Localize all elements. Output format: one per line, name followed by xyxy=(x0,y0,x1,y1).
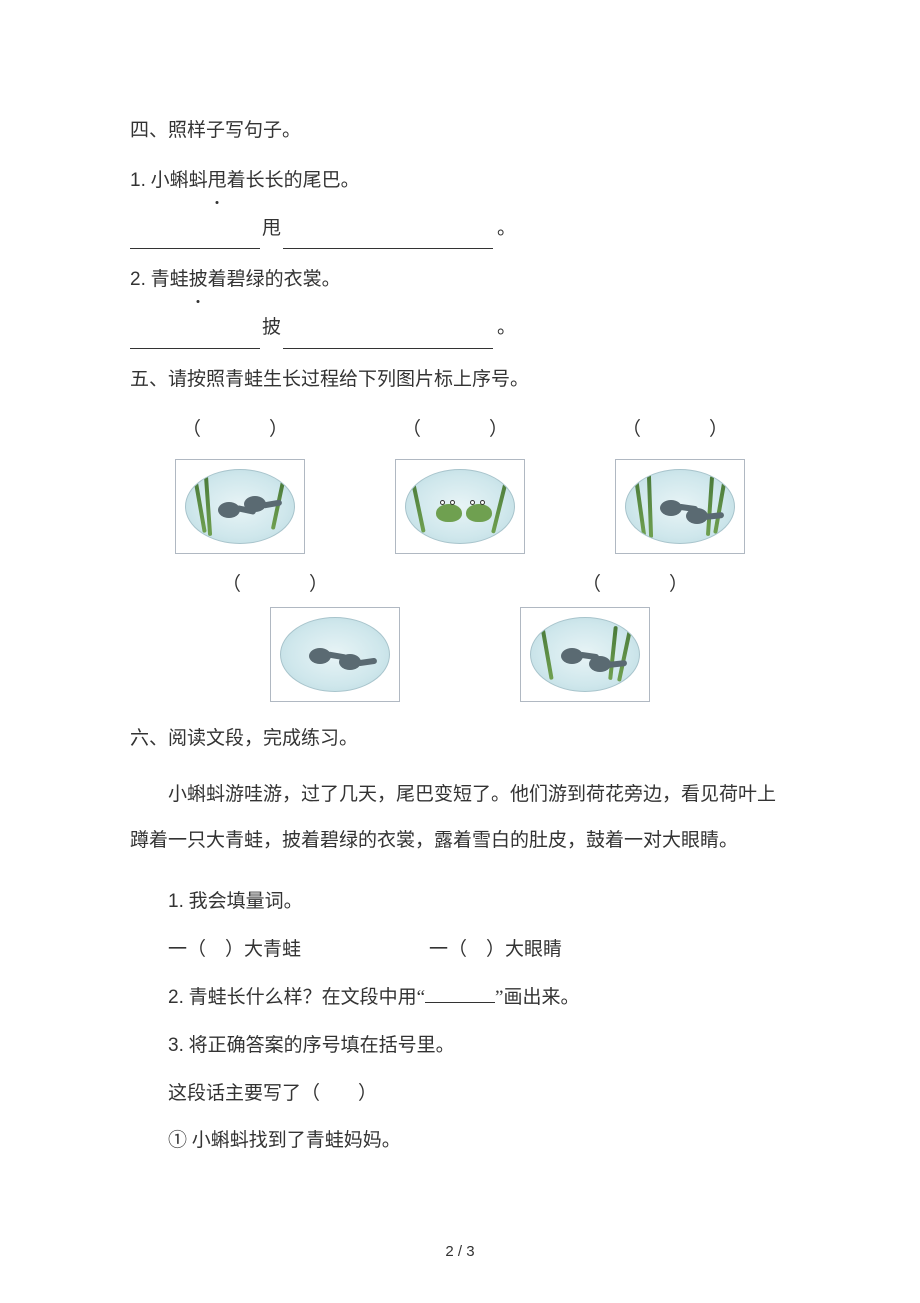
s6-q1-item-2-noun: 大眼睛 xyxy=(505,939,562,960)
s6-q1-item-2[interactable]: 一（ ）大眼睛 xyxy=(391,929,562,971)
section-6-heading: 六、阅读文段，完成练习。 xyxy=(130,718,790,760)
s6-q1-item-1-prefix: 一（ ） xyxy=(168,939,244,960)
s6-q3-option-1: ① 小蝌蚪找到了青蛙妈妈。 xyxy=(130,1120,790,1162)
s4-item-1: 1. 小蝌蚪甩着长长的尾巴。 xyxy=(130,160,790,202)
s6-q2: 2. 青蛙长什么样？在文段中用“ ”画出来。 xyxy=(130,977,790,1019)
lifecycle-image-3 xyxy=(615,459,745,554)
s5-paren-2[interactable]: （ ） xyxy=(390,409,530,451)
s5-paren-1[interactable]: （ ） xyxy=(170,409,310,451)
period-1: 。 xyxy=(497,208,516,250)
s4-item-2-after: 着碧绿的衣裳。 xyxy=(208,269,341,290)
s4-fill-1: 甩 。 xyxy=(130,208,790,250)
s4-fill-1-char: 甩 xyxy=(260,208,283,250)
page-number: 2 / 3 xyxy=(0,1235,920,1268)
s5-images-row-1 xyxy=(130,459,790,554)
s4-item-2-verb: 披 xyxy=(189,259,208,301)
s6-q1-num: 1. xyxy=(168,891,184,912)
s6-q2-after: ”画出来。 xyxy=(495,987,579,1008)
lifecycle-image-5 xyxy=(520,607,650,702)
tadpole-front-legs-icon xyxy=(530,617,640,692)
s4-fill-2: 披 。 xyxy=(130,307,790,349)
s5-paren-row-1: （ ） （ ） （ ） xyxy=(130,409,790,451)
s4-item-2-verb-text: 披 xyxy=(189,269,208,290)
s4-item-2: 2. 青蛙披着碧绿的衣裳。 xyxy=(130,259,790,301)
s5-paren-3[interactable]: （ ） xyxy=(610,409,750,451)
tadpole-no-legs-icon xyxy=(280,617,390,692)
s4-item-2-num: 2. xyxy=(130,269,146,290)
s5-paren-4[interactable]: （ ） xyxy=(210,564,350,606)
period-2: 。 xyxy=(497,307,516,349)
frogs-icon xyxy=(405,469,515,544)
s4-fill-2-char: 披 xyxy=(260,307,283,349)
s6-q1-text: 我会填量词。 xyxy=(189,891,303,912)
s5-paren-5[interactable]: （ ） xyxy=(570,564,710,606)
tadpole-hind-legs-icon xyxy=(625,469,735,544)
blank-before-1[interactable] xyxy=(130,227,260,250)
emphasis-dot-icon xyxy=(216,201,219,204)
section-5-heading: 五、请按照青蛙生长过程给下列图片标上序号。 xyxy=(130,359,790,401)
s6-q1-item-1-noun: 大青蛙 xyxy=(244,939,301,960)
emphasis-dot-icon xyxy=(197,300,200,303)
tadpole-with-legs-icon xyxy=(185,469,295,544)
s6-q2-num: 2. xyxy=(168,987,184,1008)
s6-q3-num: 3. xyxy=(168,1035,184,1056)
lifecycle-image-4 xyxy=(270,607,400,702)
s4-item-1-verb-text: 甩 xyxy=(208,170,227,191)
s6-q1-item-2-prefix: 一（ ） xyxy=(429,939,505,960)
blank-after-2[interactable] xyxy=(283,326,493,349)
s6-q1-item-1[interactable]: 一（ ）大青蛙 xyxy=(130,929,301,971)
s4-item-1-after: 着长长的尾巴。 xyxy=(227,170,360,191)
s4-item-2-before: 青蛙 xyxy=(151,269,189,290)
blank-before-2[interactable] xyxy=(130,326,260,349)
lifecycle-image-1 xyxy=(175,459,305,554)
s6-q3-text: 将正确答案的序号填在括号里。 xyxy=(189,1035,455,1056)
lifecycle-image-2 xyxy=(395,459,525,554)
section-4-heading: 四、照样子写句子。 xyxy=(130,110,790,152)
s4-item-1-before: 小蝌蚪 xyxy=(151,170,208,191)
s6-q3-opt1-text: 小蝌蚪找到了青蛙妈妈。 xyxy=(192,1130,401,1151)
s6-q3-opt1-marker: ① xyxy=(168,1130,187,1151)
s6-q3: 3. 将正确答案的序号填在括号里。 xyxy=(130,1025,790,1067)
s6-q3-prompt[interactable]: 这段话主要写了（ ） xyxy=(130,1073,790,1115)
s5-paren-row-2: （ ） （ ） xyxy=(130,564,790,606)
s6-q1-row: 一（ ）大青蛙 一（ ）大眼睛 xyxy=(130,929,790,971)
blank-after-1[interactable] xyxy=(283,227,493,250)
s4-item-1-num: 1. xyxy=(130,170,146,191)
s6-passage: 小蝌蚪游哇游，过了几天，尾巴变短了。他们游到荷花旁边，看见荷叶上蹲着一只大青蛙，… xyxy=(130,772,790,863)
underline-mark-icon xyxy=(425,987,495,1003)
s4-item-1-verb: 甩 xyxy=(208,160,227,202)
s6-q2-before: 青蛙长什么样？在文段中用“ xyxy=(189,987,425,1008)
s6-q1: 1. 我会填量词。 xyxy=(130,881,790,923)
s5-images-row-2 xyxy=(130,607,790,702)
